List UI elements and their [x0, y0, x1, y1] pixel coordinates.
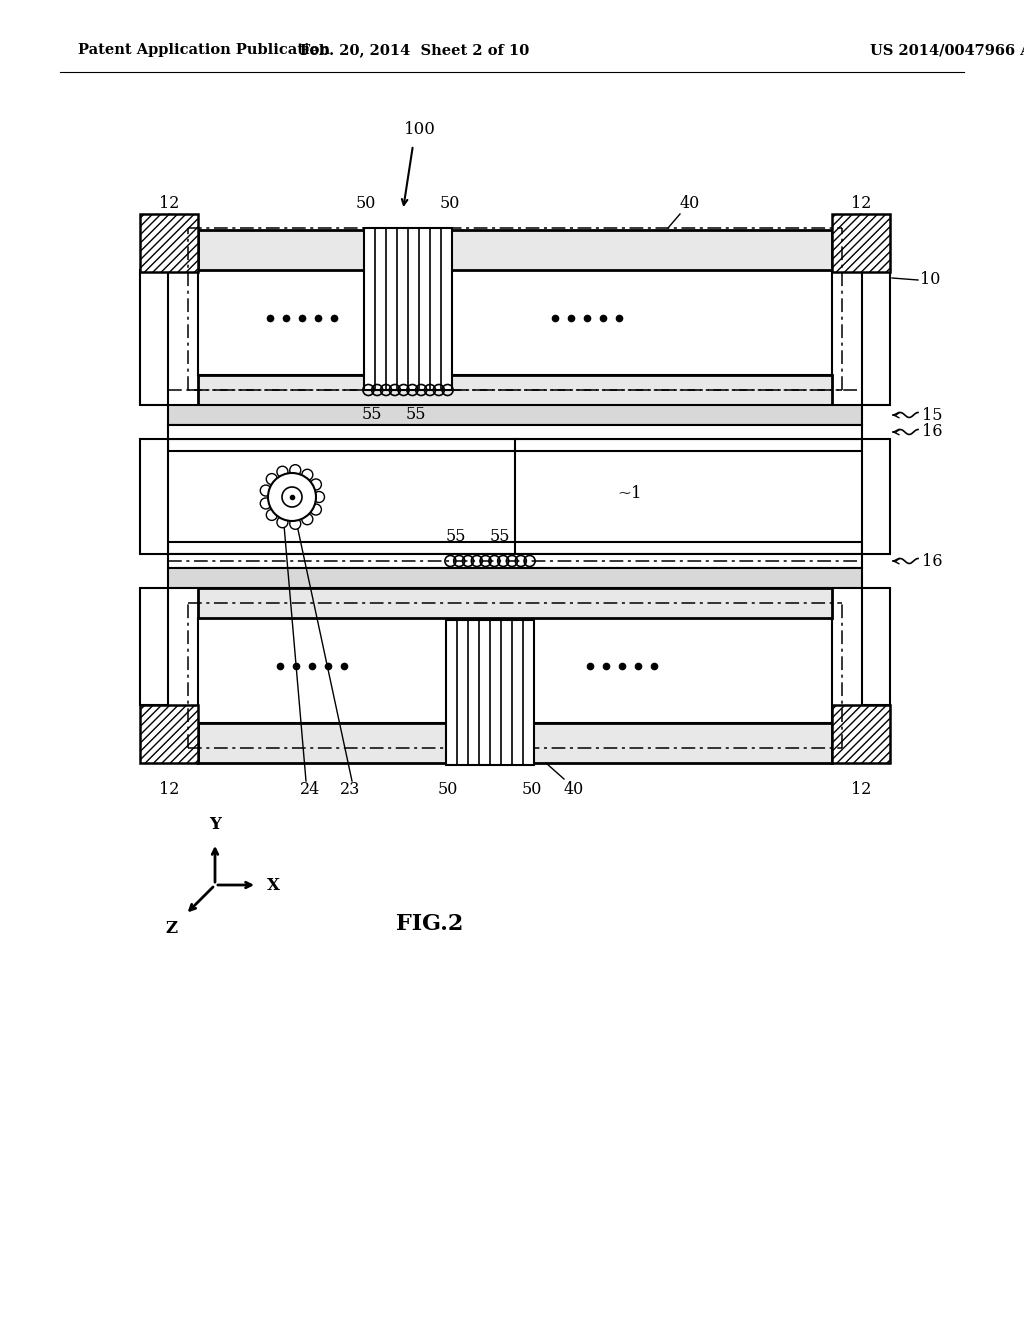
Circle shape	[302, 470, 313, 480]
Text: 15: 15	[922, 407, 942, 424]
Text: 23: 23	[340, 781, 360, 799]
Bar	[140, 587, 168, 705]
Bar	[168, 425, 862, 440]
Circle shape	[310, 479, 322, 490]
Text: Patent Application Publication: Patent Application Publication	[78, 44, 330, 57]
Bar	[198, 618, 831, 723]
Text: Y: Y	[209, 816, 221, 833]
Text: 24: 24	[300, 781, 321, 799]
Circle shape	[260, 498, 271, 510]
Text: 12: 12	[851, 781, 871, 799]
Text: 50: 50	[355, 195, 376, 213]
Bar	[198, 723, 831, 763]
Circle shape	[310, 504, 322, 515]
Text: X: X	[267, 876, 280, 894]
Circle shape	[266, 510, 278, 520]
Circle shape	[290, 519, 301, 529]
Bar	[168, 543, 862, 554]
Circle shape	[266, 474, 278, 484]
Circle shape	[276, 466, 288, 478]
Text: 12: 12	[851, 195, 871, 213]
Circle shape	[276, 516, 288, 528]
Bar	[198, 587, 831, 618]
Bar	[168, 405, 862, 425]
Bar	[168, 440, 862, 451]
Bar	[862, 587, 890, 705]
Bar	[198, 230, 831, 271]
Circle shape	[290, 465, 301, 475]
Bar	[831, 705, 890, 763]
Bar	[198, 375, 831, 405]
Text: ~1: ~1	[617, 486, 642, 503]
Circle shape	[313, 491, 325, 503]
Text: 100: 100	[404, 121, 436, 139]
Bar	[140, 705, 198, 763]
Text: 40: 40	[680, 195, 700, 213]
Text: 12: 12	[159, 195, 179, 213]
Circle shape	[260, 484, 271, 496]
Text: 50: 50	[438, 781, 458, 799]
Circle shape	[302, 513, 313, 525]
Text: 55: 55	[445, 528, 466, 545]
Text: Z: Z	[166, 920, 177, 937]
Text: 50: 50	[440, 195, 460, 213]
Text: 55: 55	[361, 407, 382, 422]
Text: FIG.2: FIG.2	[396, 913, 464, 935]
Bar	[862, 440, 890, 554]
Bar	[140, 271, 168, 405]
Bar	[364, 228, 452, 389]
Text: 50: 50	[522, 781, 542, 799]
Bar	[140, 440, 168, 554]
Bar	[831, 214, 890, 272]
Text: 16: 16	[922, 424, 942, 441]
Text: 55: 55	[406, 407, 426, 422]
Bar	[140, 214, 198, 272]
Bar	[862, 271, 890, 405]
Circle shape	[282, 487, 302, 507]
Text: 10: 10	[920, 272, 940, 289]
Bar	[168, 554, 862, 568]
Text: Feb. 20, 2014  Sheet 2 of 10: Feb. 20, 2014 Sheet 2 of 10	[300, 44, 529, 57]
Text: US 2014/0047966 A1: US 2014/0047966 A1	[870, 44, 1024, 57]
Text: 16: 16	[922, 553, 942, 569]
Text: 40: 40	[564, 781, 585, 799]
Text: 55: 55	[489, 528, 510, 545]
Bar	[198, 271, 831, 375]
Bar	[168, 568, 862, 587]
Text: 12: 12	[159, 781, 179, 799]
Bar	[446, 620, 534, 766]
Circle shape	[268, 473, 316, 521]
